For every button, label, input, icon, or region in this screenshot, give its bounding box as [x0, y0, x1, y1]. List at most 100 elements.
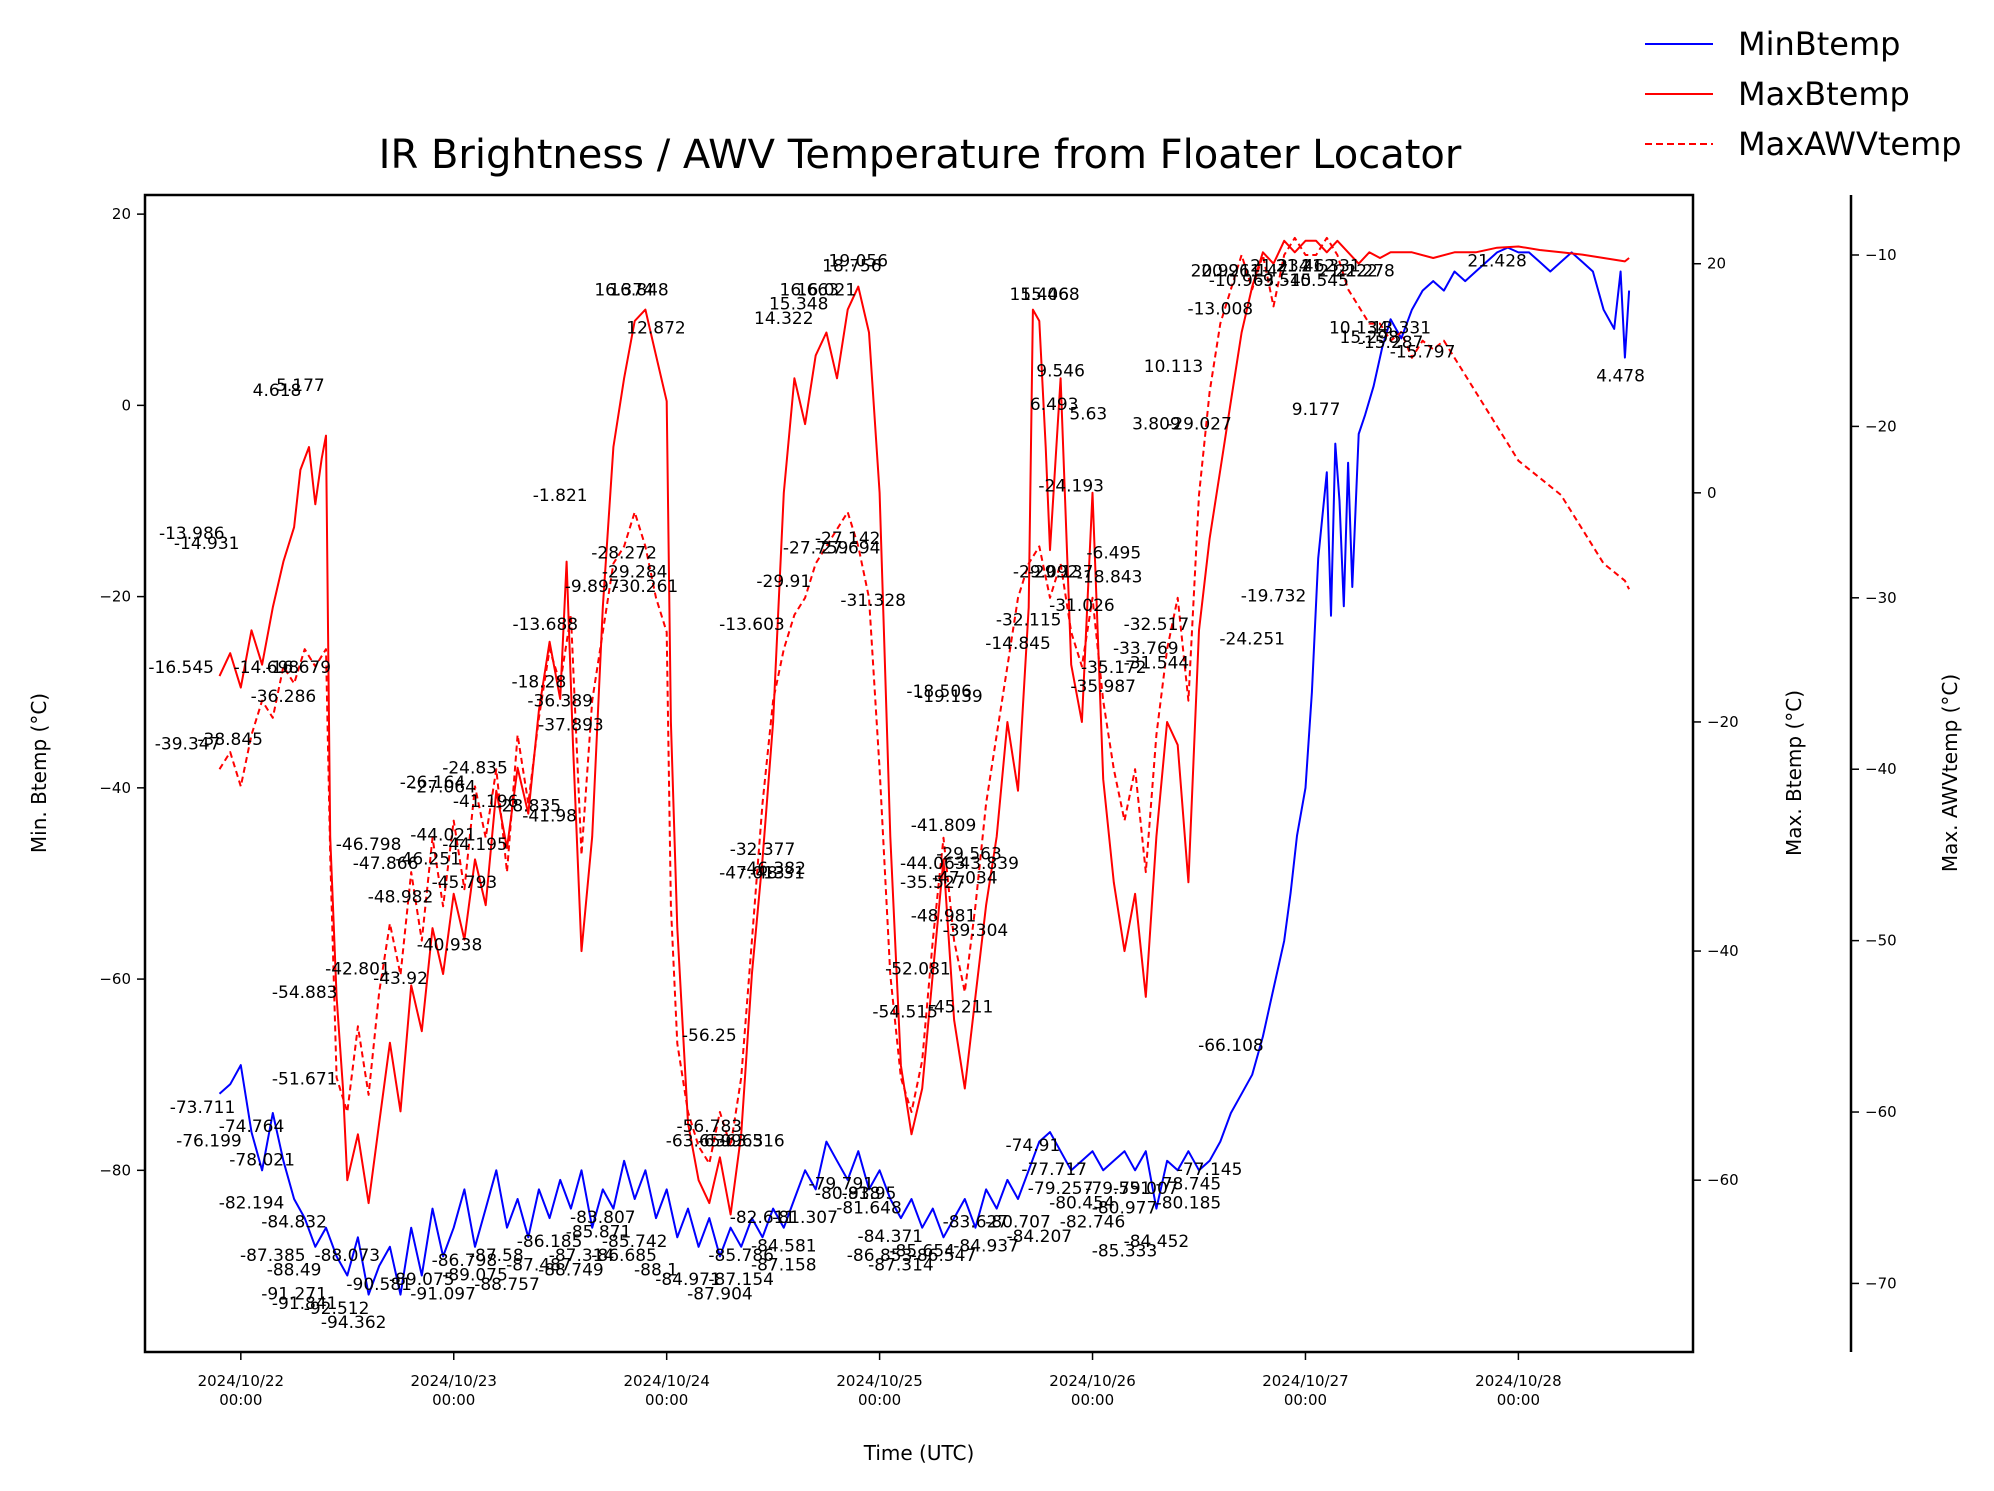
data-label: 20.961 — [1201, 261, 1260, 281]
data-label: -86.853 — [847, 1246, 913, 1266]
data-label: -66.108 — [1198, 1036, 1264, 1056]
data-label: 21.462 — [1276, 257, 1335, 277]
x-tick-label: 2024/10/26 — [1049, 1372, 1135, 1390]
data-label: -32.377 — [730, 840, 796, 860]
right2-tick-label: −10 — [1865, 246, 1897, 264]
data-label: -80.938 — [815, 1184, 881, 1204]
data-label: -87.314 — [549, 1246, 615, 1266]
data-label: -35.172 — [1081, 658, 1147, 678]
data-label: -81.648 — [836, 1198, 902, 1218]
data-label: 21.234 — [1250, 257, 1309, 277]
data-label: 15.348 — [769, 295, 828, 315]
data-label: -63.963 — [698, 1131, 764, 1151]
data-label: 12.872 — [626, 319, 685, 339]
left-tick-label: 0 — [121, 396, 131, 414]
data-label: -54.883 — [272, 983, 338, 1003]
right1-tick-label: −20 — [1707, 713, 1739, 731]
data-label: -86.547 — [911, 1246, 977, 1266]
left-axis-title: Min. Btemp (°C) — [27, 693, 51, 853]
data-label: -29.284 — [602, 563, 668, 583]
data-label: -13.986 — [159, 524, 225, 544]
data-label: -26.164 — [400, 773, 466, 793]
data-label: -36.389 — [527, 692, 593, 712]
data-label: -85.871 — [566, 1222, 632, 1242]
data-label: -51.671 — [272, 1069, 338, 1089]
data-label: -16.679 — [265, 658, 331, 678]
data-label: -35.987 — [1070, 677, 1136, 697]
data-label: -90.581 — [346, 1275, 412, 1295]
data-label: 21.428 — [1467, 252, 1526, 272]
data-label: -87.314 — [868, 1256, 934, 1276]
data-label: -42.801 — [325, 959, 391, 979]
data-label: -24.193 — [1038, 476, 1104, 496]
annotation-layer: -13.986-14.931 -16.545 -14.698-16.679 -36.2… — [148, 252, 1645, 1333]
data-label: -85.333 — [1092, 1241, 1158, 1261]
left-tick-label: −40 — [99, 779, 131, 797]
data-label: -84.371 — [857, 1227, 923, 1247]
data-label: -63.659 — [666, 1131, 732, 1151]
data-label: -89.075 — [442, 1265, 508, 1285]
data-label: 13.331 — [1372, 319, 1431, 339]
data-label: -44.195 — [442, 835, 508, 855]
x-tick-label: 00:00 — [432, 1391, 475, 1409]
x-tick-label: 2024/10/22 — [198, 1372, 284, 1390]
x-tick-label: 2024/10/24 — [623, 1372, 709, 1390]
data-label: 18.756 — [822, 257, 881, 277]
data-label: -32.517 — [1124, 615, 1190, 635]
data-label: -10.545 — [1283, 271, 1349, 291]
data-label: -76.199 — [176, 1131, 242, 1151]
data-label: -24.835 — [442, 759, 508, 779]
data-label: 5.63 — [1069, 405, 1107, 425]
x-axis-title: Time (UTC) — [863, 1441, 975, 1465]
data-label: -87.385 — [240, 1246, 306, 1266]
data-label: -87.487 — [506, 1256, 572, 1276]
data-label: -14.931 — [174, 534, 240, 554]
data-label: -83.807 — [570, 1208, 636, 1228]
right1-tick-label: 0 — [1707, 484, 1717, 502]
data-label: -46.382 — [740, 859, 806, 879]
data-label: -27.759 — [783, 539, 849, 559]
data-label: -15.287 — [1358, 333, 1424, 353]
data-label: 14.322 — [754, 309, 813, 329]
x-tick-label: 2024/10/25 — [836, 1372, 922, 1390]
data-label: -14.845 — [985, 634, 1051, 654]
data-label: -86.798 — [432, 1251, 498, 1271]
left-tick-label: −60 — [99, 970, 131, 988]
data-label: -91.271 — [261, 1284, 327, 1304]
data-label: -48.982 — [368, 888, 434, 908]
data-label: -41.196 — [453, 792, 519, 812]
data-label: -80.707 — [985, 1213, 1051, 1233]
x-tick-label: 00:00 — [645, 1391, 688, 1409]
data-label: 4.618 — [253, 381, 302, 401]
data-label: -45.793 — [432, 873, 498, 893]
data-label: -36.286 — [251, 687, 317, 707]
data-label: -82.746 — [1060, 1213, 1126, 1233]
data-label: 21.331 — [1301, 257, 1360, 277]
x-tick-label: 2024/10/27 — [1262, 1372, 1348, 1390]
data-label: -19.732 — [1241, 586, 1307, 606]
series-line-MinBtemp — [218, 246, 1631, 1296]
data-label: -84.971 — [655, 1270, 721, 1290]
data-label: -27.142 — [815, 529, 881, 549]
data-label: -80.977 — [1092, 1198, 1158, 1218]
left-tick-label: −20 — [99, 588, 131, 606]
data-label: -91.841 — [272, 1294, 338, 1314]
data-label: -29.092 — [1013, 563, 1079, 583]
data-label: -29.027 — [1166, 414, 1232, 434]
data-label: -44.021 — [410, 825, 476, 845]
data-label: -13.688 — [512, 615, 578, 635]
data-label: -88.757 — [474, 1275, 540, 1295]
data-label: -6.495 — [1086, 543, 1141, 563]
data-label: -31.544 — [1124, 653, 1190, 673]
data-label: -48.981 — [911, 907, 977, 927]
data-label: -29.137 — [1028, 563, 1094, 583]
data-label: -41.809 — [911, 816, 977, 836]
data-label: -79.791 — [808, 1174, 874, 1194]
data-label: -80.454 — [1049, 1194, 1115, 1214]
data-label: -54.515 — [872, 1002, 938, 1022]
data-label: -9.897 — [565, 577, 620, 597]
data-label: -63.516 — [719, 1131, 785, 1151]
data-label: -74.91 — [1005, 1136, 1060, 1156]
data-label: -30.261 — [613, 577, 679, 597]
data-label: -84.937 — [953, 1237, 1019, 1257]
